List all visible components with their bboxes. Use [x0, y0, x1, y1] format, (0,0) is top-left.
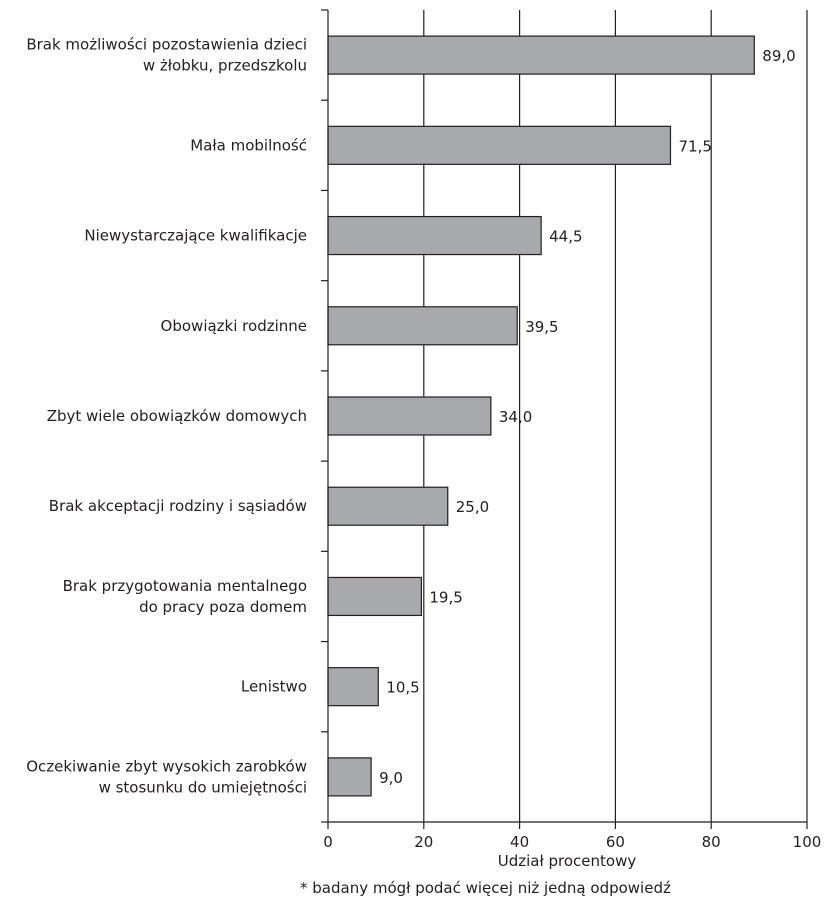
footnote: * badany mógł podać więcej niż jedną odp…: [300, 879, 671, 897]
labels: 89,0 Brak możliwości pozostawienia dzieci…: [26, 36, 795, 797]
bar: [327, 396, 492, 436]
value-label: 9,0: [379, 769, 403, 787]
bar: [327, 757, 372, 797]
bar: [327, 667, 379, 707]
x-tick-label: 0: [323, 833, 333, 851]
value-label: 25,0: [456, 498, 489, 516]
value-label: 44,5: [549, 228, 582, 246]
bar: [327, 576, 423, 617]
bar: [327, 35, 755, 75]
category-label: Mała mobilność: [190, 136, 307, 154]
bar: [327, 215, 542, 256]
category-label: Brak możliwości pozostawienia dzieci w żł…: [26, 36, 307, 75]
bar: [327, 306, 518, 346]
x-axis-title: Udział procentowy: [498, 852, 637, 870]
axes: 0 20 40 60 80 100: [321, 9, 822, 851]
value-label: 39,5: [525, 318, 558, 336]
x-tick-label: 100: [793, 833, 822, 851]
category-label: Niewystarczające kwalifikacje: [84, 227, 307, 245]
category-label: Brak przygotowania mentalnego do pracy po…: [63, 577, 307, 616]
x-tick-label: 20: [414, 833, 433, 851]
value-label: 34,0: [499, 408, 532, 426]
category-label: Zbyt wiele obowiązków domowych: [47, 407, 307, 425]
value-label: 10,5: [386, 679, 419, 697]
category-label: Brak akceptacji rodziny i sąsiadów: [49, 497, 307, 515]
value-label: 71,5: [678, 137, 711, 155]
category-label: Lenistwo: [241, 678, 307, 696]
value-label: 19,5: [429, 588, 462, 606]
category-label: Oczekiwanie zbyt wysokich zarobków w stos…: [26, 757, 307, 796]
x-tick-label: 80: [702, 833, 721, 851]
bar: [327, 486, 449, 526]
value-label: 89,0: [762, 47, 795, 65]
x-tick-label: 40: [510, 833, 529, 851]
x-tick-label: 60: [606, 833, 625, 851]
category-label: Obowiązki rodzinne: [161, 317, 307, 335]
bar: [327, 125, 672, 165]
